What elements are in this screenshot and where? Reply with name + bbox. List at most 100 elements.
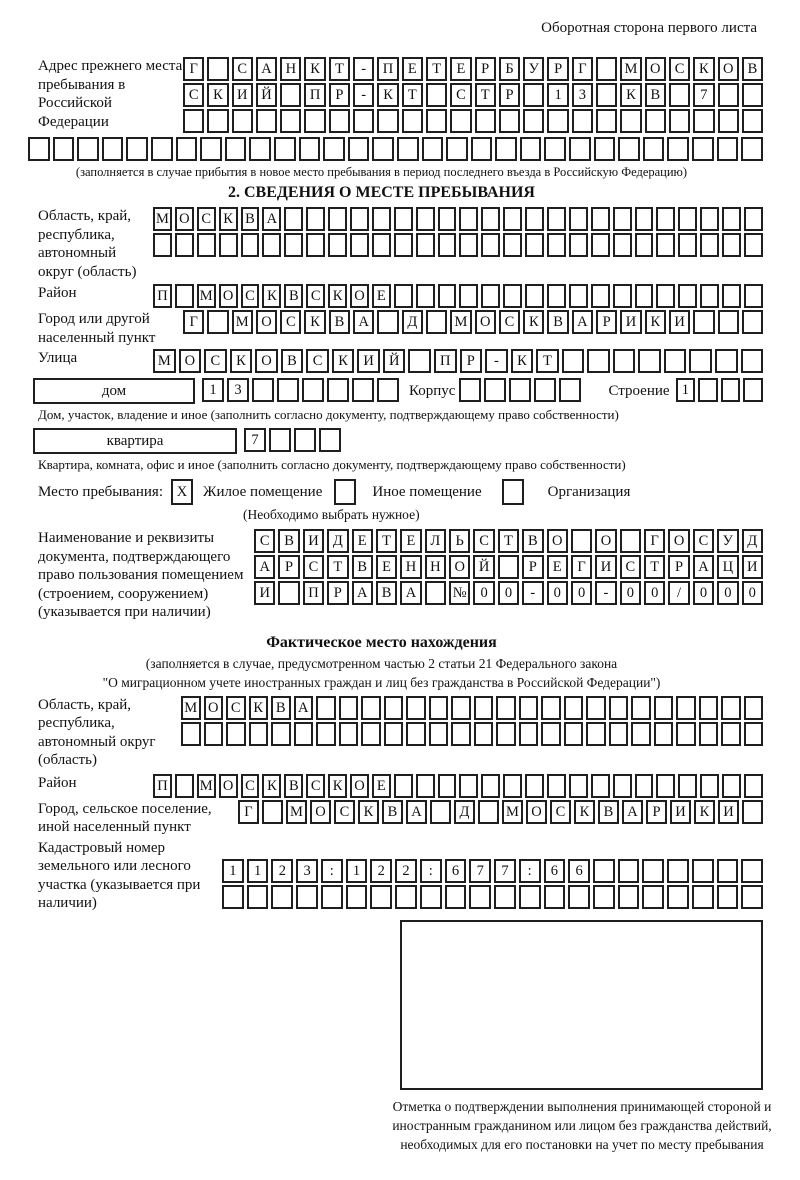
char-box[interactable]: 2 — [271, 858, 294, 883]
char-box[interactable] — [459, 284, 479, 308]
char-box[interactable]: 2 — [395, 858, 417, 883]
char-box[interactable]: Б — [498, 57, 521, 81]
char-box[interactable] — [498, 109, 521, 133]
char-box[interactable] — [459, 773, 479, 798]
char-box[interactable]: 2 — [370, 858, 393, 883]
char-box[interactable] — [568, 773, 588, 798]
char-box[interactable] — [437, 284, 457, 308]
char-box[interactable] — [153, 233, 172, 257]
char-box[interactable]: К — [574, 799, 595, 824]
char-box[interactable]: П — [153, 773, 172, 798]
char-box[interactable]: Р — [596, 310, 618, 334]
char-box[interactable] — [716, 137, 739, 161]
char-box[interactable] — [700, 773, 720, 798]
char-box[interactable] — [590, 284, 610, 308]
char-box[interactable] — [350, 233, 369, 257]
char-box[interactable]: К — [523, 310, 545, 334]
char-box[interactable] — [693, 310, 715, 334]
char-box[interactable]: / — [668, 581, 690, 605]
char-box[interactable]: К — [218, 207, 238, 231]
char-box[interactable] — [393, 233, 413, 257]
char-box[interactable]: С — [280, 310, 302, 334]
char-box[interactable] — [692, 137, 714, 161]
char-box[interactable] — [743, 695, 763, 720]
char-box[interactable] — [396, 137, 419, 161]
char-box[interactable]: Д — [327, 529, 349, 553]
char-box[interactable] — [393, 284, 413, 308]
char-box[interactable]: В — [278, 529, 300, 553]
char-box[interactable]: В — [741, 57, 764, 81]
char-box[interactable]: К — [229, 349, 253, 373]
char-box[interactable]: Д — [454, 799, 475, 824]
char-box[interactable]: М — [620, 57, 642, 81]
char-box[interactable]: П — [302, 581, 325, 605]
char-box[interactable] — [52, 137, 75, 161]
char-box[interactable] — [716, 858, 739, 883]
char-box[interactable]: А — [293, 695, 313, 720]
char-box[interactable]: Д — [741, 529, 763, 553]
char-box[interactable] — [720, 378, 741, 402]
char-box[interactable] — [451, 721, 471, 746]
char-box[interactable]: И — [254, 581, 276, 605]
char-box[interactable] — [474, 109, 496, 133]
char-box[interactable] — [656, 207, 676, 231]
char-box[interactable] — [656, 773, 676, 798]
char-box[interactable]: 0 — [692, 581, 715, 605]
char-box[interactable]: Т — [644, 555, 666, 579]
char-box[interactable]: Р — [498, 83, 521, 107]
char-box[interactable] — [525, 207, 545, 231]
char-box[interactable]: С — [204, 349, 227, 373]
char-box[interactable]: П — [153, 284, 172, 308]
char-box[interactable]: С — [619, 555, 641, 579]
char-box[interactable] — [518, 721, 538, 746]
char-box[interactable]: П — [377, 57, 399, 81]
char-box[interactable]: 7 — [494, 858, 516, 883]
char-box[interactable] — [642, 884, 665, 909]
char-box[interactable]: Е — [401, 57, 423, 81]
char-box[interactable] — [523, 83, 545, 107]
char-box[interactable] — [473, 721, 493, 746]
char-box[interactable]: В — [522, 529, 544, 553]
char-box[interactable] — [631, 721, 651, 746]
apartment-field-box[interactable]: квартира — [33, 428, 237, 454]
stay-type-checkbox-other[interactable] — [334, 479, 357, 505]
char-box[interactable] — [691, 858, 714, 883]
char-box[interactable] — [372, 137, 394, 161]
char-box[interactable]: И — [620, 310, 642, 334]
stay-type-checkbox-organization[interactable] — [501, 479, 524, 505]
char-box[interactable]: К — [377, 83, 399, 107]
char-box[interactable]: К — [328, 284, 348, 308]
char-box[interactable]: 7 — [469, 858, 492, 883]
char-box[interactable]: В — [375, 581, 398, 605]
char-box[interactable] — [484, 378, 507, 402]
char-box[interactable] — [593, 884, 615, 909]
char-box[interactable] — [525, 233, 545, 257]
char-box[interactable] — [481, 233, 501, 257]
char-box[interactable]: И — [302, 529, 325, 553]
char-box[interactable] — [634, 233, 654, 257]
char-box[interactable] — [406, 695, 426, 720]
char-box[interactable]: Ц — [717, 555, 739, 579]
char-box[interactable]: Т — [327, 555, 349, 579]
char-box[interactable]: А — [254, 555, 276, 579]
char-box[interactable] — [255, 109, 278, 133]
char-box[interactable] — [459, 207, 479, 231]
char-box[interactable]: Т — [536, 349, 559, 373]
char-box[interactable] — [478, 799, 499, 824]
char-box[interactable]: 1 — [222, 858, 244, 883]
char-box[interactable]: - — [522, 581, 544, 605]
char-box[interactable] — [240, 233, 260, 257]
char-box[interactable]: С — [306, 284, 326, 308]
char-box[interactable]: О — [255, 349, 278, 373]
char-box[interactable] — [473, 695, 493, 720]
char-box[interactable] — [700, 233, 720, 257]
char-box[interactable]: Е — [400, 529, 422, 553]
char-box[interactable] — [470, 137, 493, 161]
char-box[interactable] — [741, 83, 764, 107]
char-box[interactable]: Е — [375, 555, 398, 579]
char-box[interactable] — [568, 233, 588, 257]
char-box[interactable]: И — [231, 83, 253, 107]
char-box[interactable]: О — [174, 207, 194, 231]
char-box[interactable] — [612, 284, 632, 308]
char-box[interactable] — [715, 349, 738, 373]
